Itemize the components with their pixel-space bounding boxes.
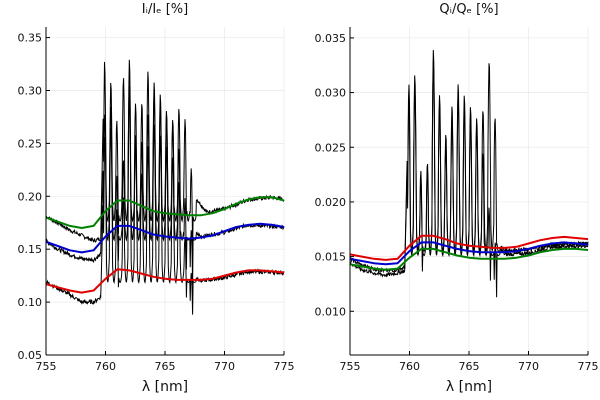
panel-right-x-tick-label: 770 xyxy=(518,360,539,373)
panel-right-y-tick-label: 0.020 xyxy=(315,196,347,209)
panel-left-series-model xyxy=(45,268,285,294)
panel-left-series-model xyxy=(45,222,285,254)
panel-right-y-tick-label: 0.025 xyxy=(315,141,347,154)
panel-left-y-tick-label: 0.05 xyxy=(18,349,43,362)
panel-left-y-tick-label: 0.30 xyxy=(18,84,43,97)
panel-right-y-tick-label: 0.015 xyxy=(315,251,347,264)
panel-right-x-ticks: 755 760 765 770 775 xyxy=(340,351,599,373)
panel-right-y-tick-label: 0.010 xyxy=(315,305,347,318)
panel-left-x-tick-label: 770 xyxy=(214,360,235,373)
panel-right-series-observed xyxy=(349,60,589,298)
panel-left-series-model xyxy=(45,196,285,229)
panel-left-x-tick-label: 755 xyxy=(36,360,57,373)
panel-right: Qᵢ/Qₑ [%] 755 760 765 770 775 0.010 0.015 0.02… xyxy=(315,2,599,395)
panel-right-x-tick-label: 765 xyxy=(459,360,480,373)
panel-left-y-tick-label: 0.35 xyxy=(18,32,43,45)
panel-left-y-ticks: 0.05 0.10 0.15 0.20 0.25 0.30 0.35 xyxy=(18,32,50,362)
panel-left-title: Iᵢ/Iₑ [%] xyxy=(142,2,188,17)
panel-right-x-tick-label: 775 xyxy=(578,360,599,373)
panel-right-y-ticks: 0.010 0.015 0.020 0.025 0.030 0.035 xyxy=(315,32,354,318)
panel-left-x-label: λ [nm] xyxy=(142,379,188,395)
panel-right-y-tick-label: 0.035 xyxy=(315,32,347,45)
panel-right-title: Qᵢ/Qₑ [%] xyxy=(439,2,498,17)
panel-left-y-tick-label: 0.20 xyxy=(18,190,43,203)
panel-left-x-tick-label: 765 xyxy=(155,360,176,373)
panel-left-y-tick-label: 0.15 xyxy=(18,243,43,256)
panel-right-series-model xyxy=(349,247,589,271)
panel-left: Iᵢ/Iₑ [%] 755 760 765 770 775 0.050.100.150.… xyxy=(18,2,295,395)
panel-right-x-tick-label: 755 xyxy=(340,360,361,373)
panel-right-series-model xyxy=(349,241,589,266)
panel-right-series xyxy=(349,49,589,298)
panel-left-x-tick-label: 775 xyxy=(274,360,295,373)
panel-left-x-tick-label: 760 xyxy=(95,360,116,373)
panel-left-x-ticks: 755 760 765 770 775 xyxy=(36,351,295,373)
panel-left-y-tick-label: 0.25 xyxy=(18,137,43,150)
panel-right-x-label: λ [nm] xyxy=(446,379,492,395)
panel-right-series-model xyxy=(349,234,589,261)
panel-left-series xyxy=(45,59,285,315)
panel-right-y-tick-label: 0.030 xyxy=(315,87,347,100)
panel-left-y-tick-label: 0.10 xyxy=(18,296,43,309)
panel-right-x-tick-label: 760 xyxy=(399,360,420,373)
